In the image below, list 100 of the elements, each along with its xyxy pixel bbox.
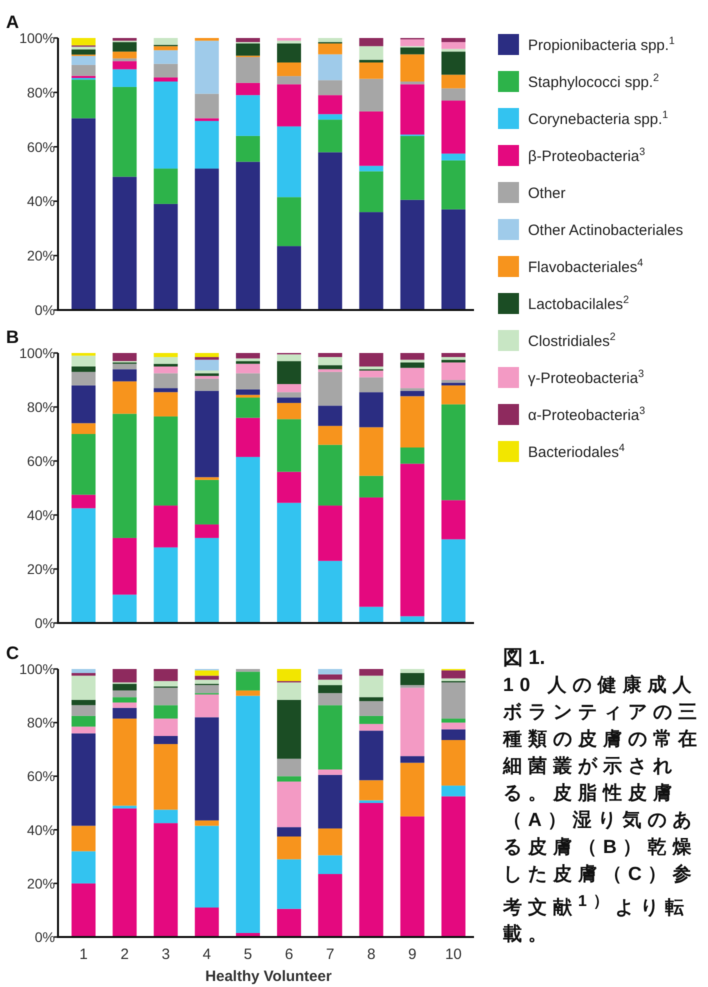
bar [400, 362, 424, 368]
bar [72, 726, 96, 734]
bar [72, 826, 96, 852]
bar [154, 744, 178, 810]
bar [441, 100, 466, 154]
bar [359, 353, 384, 366]
bar [277, 908, 302, 937]
bar [236, 57, 260, 83]
bar [72, 716, 96, 727]
bar [154, 64, 178, 78]
bar [72, 372, 96, 386]
bar [72, 385, 96, 424]
bar [318, 444, 342, 506]
bar [154, 388, 178, 392]
bar [318, 560, 342, 623]
bar [441, 52, 466, 75]
bar [318, 365, 342, 370]
legend-label: Corynebacteria spp.$^{1}$ [528, 109, 668, 128]
bar [400, 688, 424, 756]
bar [112, 42, 137, 52]
bar [318, 120, 342, 152]
bar [318, 43, 342, 54]
bar [194, 480, 219, 524]
bar [441, 380, 466, 383]
legend-label: Other [528, 185, 566, 202]
bar [112, 86, 137, 177]
bar [441, 74, 466, 88]
bar [154, 353, 178, 358]
bar [400, 48, 424, 54]
chart-title: B [6, 327, 19, 347]
y-tick-label: 100% [19, 661, 55, 677]
bar [236, 456, 260, 623]
bar [72, 494, 96, 508]
bar [277, 419, 302, 472]
bar [359, 701, 384, 716]
bar [112, 381, 137, 414]
bar [154, 366, 178, 374]
y-tick-label: 40% [26, 822, 55, 838]
bar [318, 95, 342, 114]
bar [112, 808, 137, 937]
bar [277, 392, 302, 398]
bar [72, 353, 96, 356]
bar [154, 823, 178, 937]
bar [72, 669, 96, 674]
bar [154, 392, 178, 416]
x-tick-label: 1 [79, 946, 88, 963]
bar [194, 826, 219, 908]
bar [441, 786, 466, 796]
bar [72, 356, 96, 366]
bar [236, 364, 260, 374]
bar [359, 212, 384, 310]
bar [72, 673, 96, 676]
bar [359, 366, 384, 370]
y-tick-label: 60% [26, 768, 55, 784]
bar [72, 49, 96, 55]
y-tick-label: 100% [19, 30, 55, 46]
bar [236, 690, 260, 696]
bar [236, 418, 260, 457]
bar [359, 392, 384, 428]
bar [277, 354, 302, 362]
bar [236, 669, 260, 672]
bar [318, 685, 342, 694]
bar [194, 685, 219, 694]
bar [441, 718, 466, 723]
bar [154, 373, 178, 388]
bar [359, 62, 384, 79]
bar [359, 476, 384, 498]
bar [318, 874, 342, 937]
bar [236, 696, 260, 933]
bar [359, 111, 384, 166]
bar [194, 680, 219, 684]
bar [277, 398, 302, 403]
bar [194, 168, 219, 310]
bar [318, 669, 342, 674]
bar [72, 508, 96, 623]
bar [277, 472, 302, 503]
bar [154, 705, 178, 719]
bar [72, 700, 96, 706]
bar [277, 84, 302, 126]
bar [400, 685, 424, 688]
bar [194, 38, 219, 41]
bar [441, 796, 466, 937]
chart-title: C [6, 643, 19, 663]
bar [154, 688, 178, 706]
bar [441, 42, 466, 49]
bar [400, 200, 424, 310]
bar [72, 118, 96, 310]
x-tick-label: 5 [244, 946, 252, 963]
bar [441, 678, 466, 682]
bar [277, 836, 302, 860]
bar [318, 693, 342, 706]
bar [318, 353, 342, 358]
bar [277, 859, 302, 909]
y-tick-label: 60% [26, 453, 55, 469]
bar [72, 46, 96, 50]
bar [359, 697, 384, 702]
bar [194, 353, 219, 358]
bar [318, 674, 342, 680]
bar [277, 126, 302, 198]
x-tick-label: 6 [284, 946, 294, 963]
